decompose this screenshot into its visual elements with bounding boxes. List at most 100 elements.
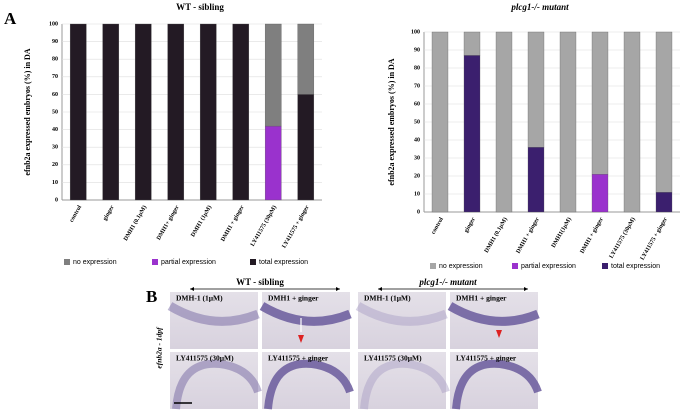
legend-swatch: [152, 259, 158, 265]
bar-segment: [264, 23, 282, 127]
bar-segment: [102, 23, 120, 201]
legend-label: partial expression: [161, 259, 216, 266]
legend-swatch: [64, 259, 70, 265]
bar-segment: [527, 31, 545, 148]
bar-segment: [463, 31, 481, 56]
y-tick-label: 30: [52, 145, 58, 151]
group-title: WT - sibling: [236, 277, 284, 287]
panel-caption: LY411575 (30µM): [364, 354, 422, 363]
y-tick-label: 60: [52, 92, 58, 98]
y-tick-label: 100: [411, 29, 420, 35]
stain: [355, 302, 448, 326]
bar-segment: [463, 55, 481, 213]
y-axis-label: efnb2a expressed embryos (%) in DA: [23, 48, 32, 175]
bar-segment: [591, 174, 609, 213]
bar-segment: [655, 31, 673, 193]
chart-title: plcg1-/- mutant: [510, 2, 569, 12]
panel-caption: LY411575 + ginger: [456, 354, 517, 363]
arrow: [298, 335, 304, 343]
y-tick-label: 90: [414, 47, 420, 53]
legend-swatch: [430, 263, 436, 269]
stain: [360, 359, 450, 410]
x-tick-label: DMH1 + ginger: [516, 216, 542, 254]
side-label: efnb2a - 1dpf: [155, 326, 164, 369]
panel-caption: DMH1 + ginger: [456, 294, 507, 303]
bar-segment: [232, 23, 250, 201]
x-tick-label: LY411575 (30µM): [608, 216, 637, 259]
x-tick-label: DMH1 (0.1µM): [122, 204, 148, 242]
bar-segment: [167, 23, 185, 201]
bar-segment: [623, 31, 641, 213]
y-tick-label: 20: [52, 162, 58, 168]
x-tick-label: control: [69, 204, 83, 223]
x-tick-label: control: [431, 216, 445, 235]
legend-label: total expression: [259, 259, 308, 266]
panel-caption: DMH1 + ginger: [268, 294, 319, 303]
y-tick-label: 10: [414, 191, 420, 197]
embryo-image: [170, 352, 258, 409]
legend-swatch: [602, 263, 608, 269]
panel-label: B: [146, 287, 157, 306]
y-tick-label: 50: [414, 119, 420, 125]
bar-segment: [655, 192, 673, 213]
y-tick-label: 50: [52, 109, 58, 115]
legend-label: no expression: [439, 263, 483, 270]
stain: [264, 359, 354, 410]
y-tick-label: 40: [52, 127, 58, 133]
bar-segment: [134, 23, 152, 201]
legend-swatch: [250, 259, 256, 265]
stain: [167, 302, 260, 326]
panel-caption: DMH-1 (1µM): [364, 294, 411, 303]
panel-label: A: [4, 9, 17, 28]
bar-segment: [297, 94, 315, 201]
y-tick-label: 30: [414, 155, 420, 161]
stain: [259, 302, 352, 326]
bar-segment: [431, 31, 449, 213]
panel-caption: LY411575 + ginger: [268, 354, 329, 363]
panel-caption: DMH-1 (1µM): [176, 294, 223, 303]
y-tick-label: 20: [414, 173, 420, 179]
image-panels: efnb2a - 1dpf WT - sibling DMH-1 (1µM) DMH1…: [155, 277, 542, 410]
panel-caption: LY411575 (30µM): [176, 354, 234, 363]
group-title: plcg1-/- mutant: [418, 277, 477, 287]
embryo-image: [358, 352, 446, 409]
y-tick-label: 0: [417, 209, 420, 215]
legend-label: partial expression: [521, 263, 576, 270]
bar-segment: [69, 23, 87, 201]
legend-label: no expression: [73, 259, 117, 266]
y-tick-label: 70: [414, 83, 420, 89]
y-tick-label: 60: [414, 101, 420, 107]
x-tick-label: DMH1(1µM): [550, 216, 573, 249]
stain: [447, 302, 540, 326]
y-axis-label: efnb2a expressed embryos (%) in DA: [387, 58, 396, 185]
arrow: [496, 330, 502, 338]
chart-title: WT - sibling: [176, 2, 224, 12]
x-tick-label: LY411575 (30µM): [249, 204, 278, 247]
bar-segment: [199, 23, 217, 201]
x-tick-label: DMH1 (1µM): [189, 204, 213, 238]
x-tick-label: DMH1 + ginger: [220, 204, 246, 242]
y-tick-label: 40: [414, 137, 420, 143]
x-tick-label: DMH1 + ginger: [580, 216, 606, 254]
stain: [452, 359, 542, 410]
y-tick-label: 80: [52, 57, 58, 63]
y-tick-label: 80: [414, 65, 420, 71]
bar-segment: [495, 31, 513, 213]
y-tick-label: 90: [52, 39, 58, 45]
x-tick-label: DMH1+ ginger: [156, 204, 181, 241]
embryo-image: [358, 292, 446, 349]
embryo-image: [170, 292, 258, 349]
legend-label: total expression: [611, 263, 660, 270]
y-tick-label: 0: [55, 197, 58, 203]
y-tick-label: 10: [52, 180, 58, 186]
x-tick-label: ginger: [464, 216, 478, 233]
legend-swatch: [512, 263, 518, 269]
bar-segment: [527, 147, 545, 213]
y-tick-label: 70: [52, 74, 58, 80]
bar-segment: [591, 31, 609, 175]
bar-segment: [297, 23, 315, 95]
x-tick-label: LY411575 + ginger: [640, 216, 669, 261]
y-tick-label: 100: [49, 21, 58, 27]
bar-segment: [559, 31, 577, 213]
